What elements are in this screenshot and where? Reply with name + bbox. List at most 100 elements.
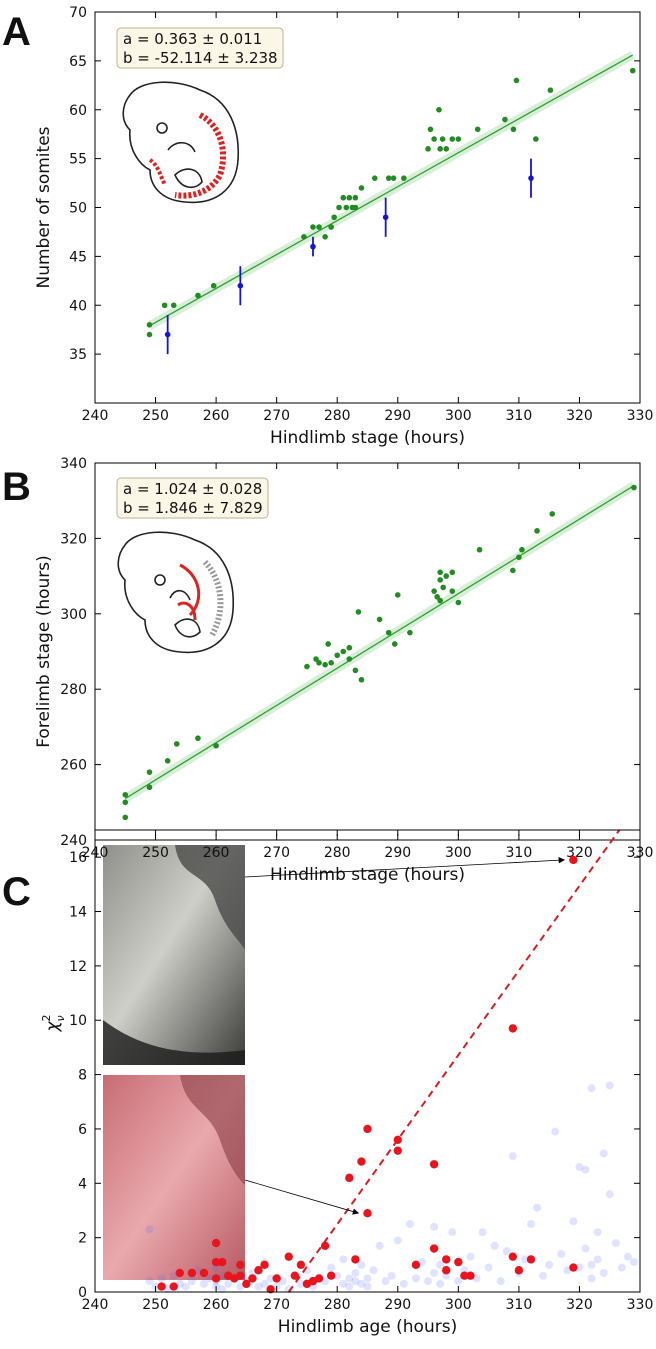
- point: [334, 652, 341, 659]
- y-tick-label: 10: [69, 1013, 87, 1029]
- point: [272, 1274, 281, 1283]
- point: [605, 1190, 614, 1199]
- point: [448, 1228, 457, 1237]
- y-tick-label: 12: [69, 959, 87, 975]
- point: [316, 224, 322, 230]
- point: [534, 528, 540, 534]
- y-tick-label: 300: [60, 607, 87, 623]
- point: [345, 1282, 354, 1291]
- embryo-sketch: [122, 81, 240, 204]
- y-tick-label: 55: [69, 152, 87, 168]
- y-tick-label: 0: [78, 1285, 87, 1301]
- point: [357, 1279, 366, 1288]
- point: [381, 1277, 390, 1286]
- point: [581, 1165, 590, 1174]
- y-tick-label: 280: [60, 682, 87, 698]
- point: [449, 136, 456, 142]
- point: [382, 214, 389, 221]
- y-axis-label: Number of somites: [34, 126, 54, 288]
- point: [327, 1263, 336, 1272]
- point: [431, 136, 437, 142]
- arrow: [244, 857, 566, 878]
- point: [199, 1268, 209, 1278]
- point: [391, 641, 398, 647]
- point: [545, 1260, 554, 1269]
- point: [339, 1279, 348, 1288]
- x-tick-label: 320: [566, 1297, 593, 1313]
- point: [328, 660, 334, 666]
- point: [296, 1279, 305, 1288]
- point: [385, 629, 392, 636]
- point: [436, 1260, 445, 1269]
- point: [629, 1258, 638, 1267]
- point: [371, 175, 378, 181]
- x-tick-label: 280: [324, 845, 351, 861]
- point: [333, 1271, 342, 1280]
- point: [430, 1268, 439, 1277]
- y-tick-label: 65: [69, 54, 87, 70]
- x-tick-label: 300: [445, 845, 472, 861]
- x-tick-label: 310: [506, 845, 533, 861]
- y-tick-label: 70: [69, 5, 87, 21]
- point: [363, 1208, 372, 1218]
- panel-letter: B: [2, 465, 31, 509]
- x-tick-label: 330: [627, 408, 654, 424]
- point: [514, 1266, 524, 1275]
- point: [213, 742, 219, 749]
- point: [236, 1271, 245, 1280]
- x-tick-label: 280: [324, 1297, 351, 1313]
- point: [437, 146, 443, 152]
- point: [164, 758, 171, 764]
- point: [575, 1263, 584, 1272]
- point: [547, 87, 554, 93]
- point: [401, 175, 407, 181]
- x-tick-label: 310: [506, 1297, 533, 1313]
- point: [407, 629, 413, 636]
- fit-line: [124, 485, 635, 800]
- point: [533, 1203, 542, 1212]
- y-tick-label: 14: [69, 905, 87, 921]
- y-axis-label: χ2ν: [40, 1014, 67, 1032]
- point: [200, 1279, 208, 1288]
- point: [236, 1260, 245, 1270]
- point: [322, 661, 328, 668]
- y-tick-label: 6: [78, 1122, 87, 1138]
- y-label-sup: 2: [40, 1014, 53, 1021]
- point: [237, 282, 244, 289]
- point: [434, 594, 440, 600]
- point: [510, 567, 516, 574]
- point: [260, 1260, 269, 1270]
- point: [122, 814, 129, 821]
- point: [284, 1252, 293, 1261]
- point: [430, 1222, 439, 1231]
- point: [549, 511, 555, 517]
- point: [440, 584, 446, 591]
- annotation-box: [116, 477, 269, 519]
- point: [385, 175, 392, 181]
- point: [260, 1279, 269, 1288]
- point: [322, 234, 328, 240]
- point: [454, 1277, 463, 1286]
- point: [357, 1260, 366, 1269]
- point: [340, 648, 347, 655]
- point: [449, 569, 456, 576]
- point: [316, 660, 322, 666]
- x-axis-label: Hindlimb stage (hours): [270, 428, 465, 448]
- point: [266, 1285, 275, 1294]
- embryo-sketch: [117, 531, 235, 654]
- point: [411, 1274, 420, 1283]
- photo-inset: [103, 1075, 245, 1280]
- point: [508, 1024, 518, 1033]
- x-tick-label: 250: [142, 845, 169, 861]
- plot-frame: [94, 462, 641, 841]
- annotation: b = 1.846 ± 7.829: [123, 499, 263, 517]
- point: [339, 1255, 348, 1264]
- point: [352, 667, 359, 674]
- point: [242, 1279, 251, 1289]
- point: [325, 641, 331, 647]
- point: [164, 331, 171, 338]
- y-tick-label: 35: [69, 347, 87, 363]
- y-label-sub: ν: [54, 1015, 67, 1021]
- point: [320, 1241, 330, 1251]
